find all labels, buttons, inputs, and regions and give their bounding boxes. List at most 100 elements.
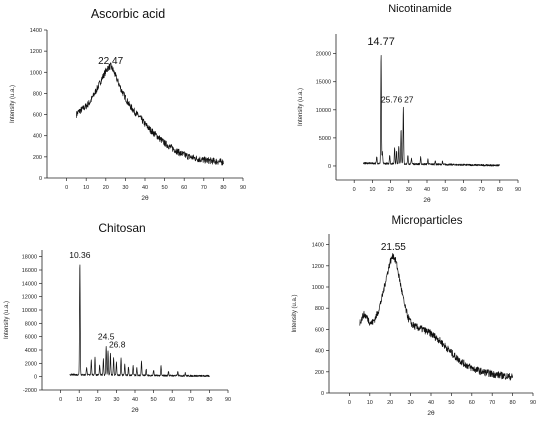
- x-tick-label: 60: [460, 187, 466, 193]
- y-tick-label: 400: [315, 349, 324, 355]
- xrd-panel-1: Nicotinamide 0 10 20 30 40 50 60 70 80 90 0 5000 1000…: [298, 3, 521, 204]
- y-axis-title: Intensity (u.a.): [292, 294, 298, 332]
- x-tick-label: 50: [162, 185, 168, 191]
- panel-title: Microparticles: [392, 215, 463, 227]
- x-axis-title: 2θ: [427, 410, 435, 417]
- x-tick-label: 40: [142, 185, 148, 191]
- y-tick-label: 10000: [22, 308, 37, 314]
- peak-label: 26.8: [109, 339, 126, 349]
- peak-label: 10.36: [69, 250, 91, 260]
- x-tick-label: 20: [95, 397, 101, 403]
- x-axis-title: 2θ: [131, 407, 139, 414]
- x-tick-label: 50: [151, 397, 157, 403]
- x-tick-label: 20: [103, 185, 109, 191]
- x-tick-label: 0: [353, 187, 356, 193]
- y-axis-title: Intensity (u.a.): [10, 85, 16, 123]
- x-tick-label: 60: [169, 397, 175, 403]
- xrd-trace: [76, 62, 224, 166]
- y-tick-label: 12000: [22, 295, 37, 301]
- panel-title: Nicotinamide: [388, 3, 452, 15]
- x-tick-label: 0: [65, 185, 68, 191]
- x-tick-label: 70: [479, 187, 485, 193]
- x-tick-label: 90: [240, 185, 246, 191]
- panel-title: Chitosan: [98, 221, 145, 235]
- y-tick-label: 16000: [22, 268, 37, 274]
- x-tick-label: 20: [387, 400, 393, 406]
- y-tick-label: 400: [33, 134, 42, 140]
- y-tick-label: 5000: [319, 136, 331, 142]
- x-tick-label: 90: [225, 397, 231, 403]
- y-tick-label: 0: [34, 375, 37, 381]
- y-tick-label: 0: [328, 164, 331, 170]
- peak-label: 21.55: [381, 242, 406, 253]
- x-tick-label: 10: [367, 400, 373, 406]
- x-axis-title: 2θ: [423, 197, 431, 204]
- x-tick-label: 80: [497, 187, 503, 193]
- x-tick-label: 40: [132, 397, 138, 403]
- xrd-panel-3: Microparticles 0 10 20 30 40 50 60 70 80 90 0 200 400…: [292, 215, 536, 417]
- y-tick-label: 1400: [30, 28, 42, 34]
- x-tick-label: 50: [448, 400, 454, 406]
- x-tick-label: 80: [206, 397, 212, 403]
- y-tick-label: 14000: [22, 281, 37, 287]
- x-tick-label: 70: [188, 397, 194, 403]
- peak-label: 25.76: [381, 95, 403, 105]
- y-tick-label: 1200: [30, 49, 42, 55]
- y-tick-label: 200: [33, 155, 42, 161]
- y-tick-label: 10000: [316, 108, 331, 114]
- x-tick-label: 30: [408, 400, 414, 406]
- xrd-trace: [359, 253, 513, 381]
- y-tick-label: 2000: [25, 361, 37, 367]
- x-tick-label: 10: [83, 185, 89, 191]
- y-tick-label: 1000: [30, 70, 42, 76]
- y-tick-label: 0: [39, 176, 42, 182]
- y-tick-label: 15000: [316, 80, 331, 86]
- y-tick-label: 600: [33, 113, 42, 119]
- y-axis-title: Intensity (u.a.): [298, 88, 304, 126]
- y-tick-label: 800: [33, 91, 42, 97]
- y-axis-title: Intensity (u.a.): [4, 301, 10, 339]
- y-tick-label: 800: [315, 306, 324, 312]
- x-tick-label: 70: [201, 185, 207, 191]
- y-tick-label: 200: [315, 370, 324, 376]
- peak-label: 22.47: [98, 56, 123, 67]
- peak-label: 27: [404, 95, 414, 105]
- y-tick-label: 1200: [312, 264, 324, 270]
- x-tick-label: 60: [181, 185, 187, 191]
- x-tick-label: 30: [113, 397, 119, 403]
- y-tick-label: 8000: [25, 321, 37, 327]
- x-tick-label: 0: [59, 397, 62, 403]
- y-tick-label: 0: [321, 391, 324, 397]
- x-tick-label: 40: [424, 187, 430, 193]
- x-tick-label: 30: [122, 185, 128, 191]
- y-tick-label: 600: [315, 327, 324, 333]
- x-tick-label: 0: [348, 400, 351, 406]
- y-tick-label: -2000: [23, 388, 37, 394]
- y-tick-label: 1000: [312, 285, 324, 291]
- x-tick-label: 20: [388, 187, 394, 193]
- y-tick-label: 6000: [25, 335, 37, 341]
- x-tick-label: 50: [442, 187, 448, 193]
- x-tick-label: 10: [369, 187, 375, 193]
- x-tick-label: 10: [76, 397, 82, 403]
- peak-label: 24.5: [98, 331, 115, 341]
- xrd-panel-2: Chitosan 0 10 20 30 40 50 60 70 80 90 -2000 0 2000 400…: [4, 221, 231, 414]
- y-tick-label: 1400: [312, 243, 324, 249]
- x-tick-label: 80: [220, 185, 226, 191]
- y-tick-label: 4000: [25, 348, 37, 354]
- x-tick-label: 90: [515, 187, 521, 193]
- y-tick-label: 20000: [316, 52, 331, 58]
- xrd-trace: [69, 264, 210, 378]
- x-tick-label: 70: [489, 400, 495, 406]
- x-tick-label: 60: [469, 400, 475, 406]
- x-axis-title: 2θ: [141, 195, 149, 202]
- x-tick-label: 90: [530, 400, 536, 406]
- xrd-trace: [363, 55, 500, 167]
- peak-label: 14.77: [367, 36, 395, 48]
- x-tick-label: 80: [510, 400, 516, 406]
- panel-title: Ascorbic acid: [91, 7, 165, 21]
- x-tick-label: 30: [406, 187, 412, 193]
- xrd-panel-0: Ascorbic acid 0 10 20 30 40 50 60 70 80 90 0 200 400 6…: [10, 7, 246, 202]
